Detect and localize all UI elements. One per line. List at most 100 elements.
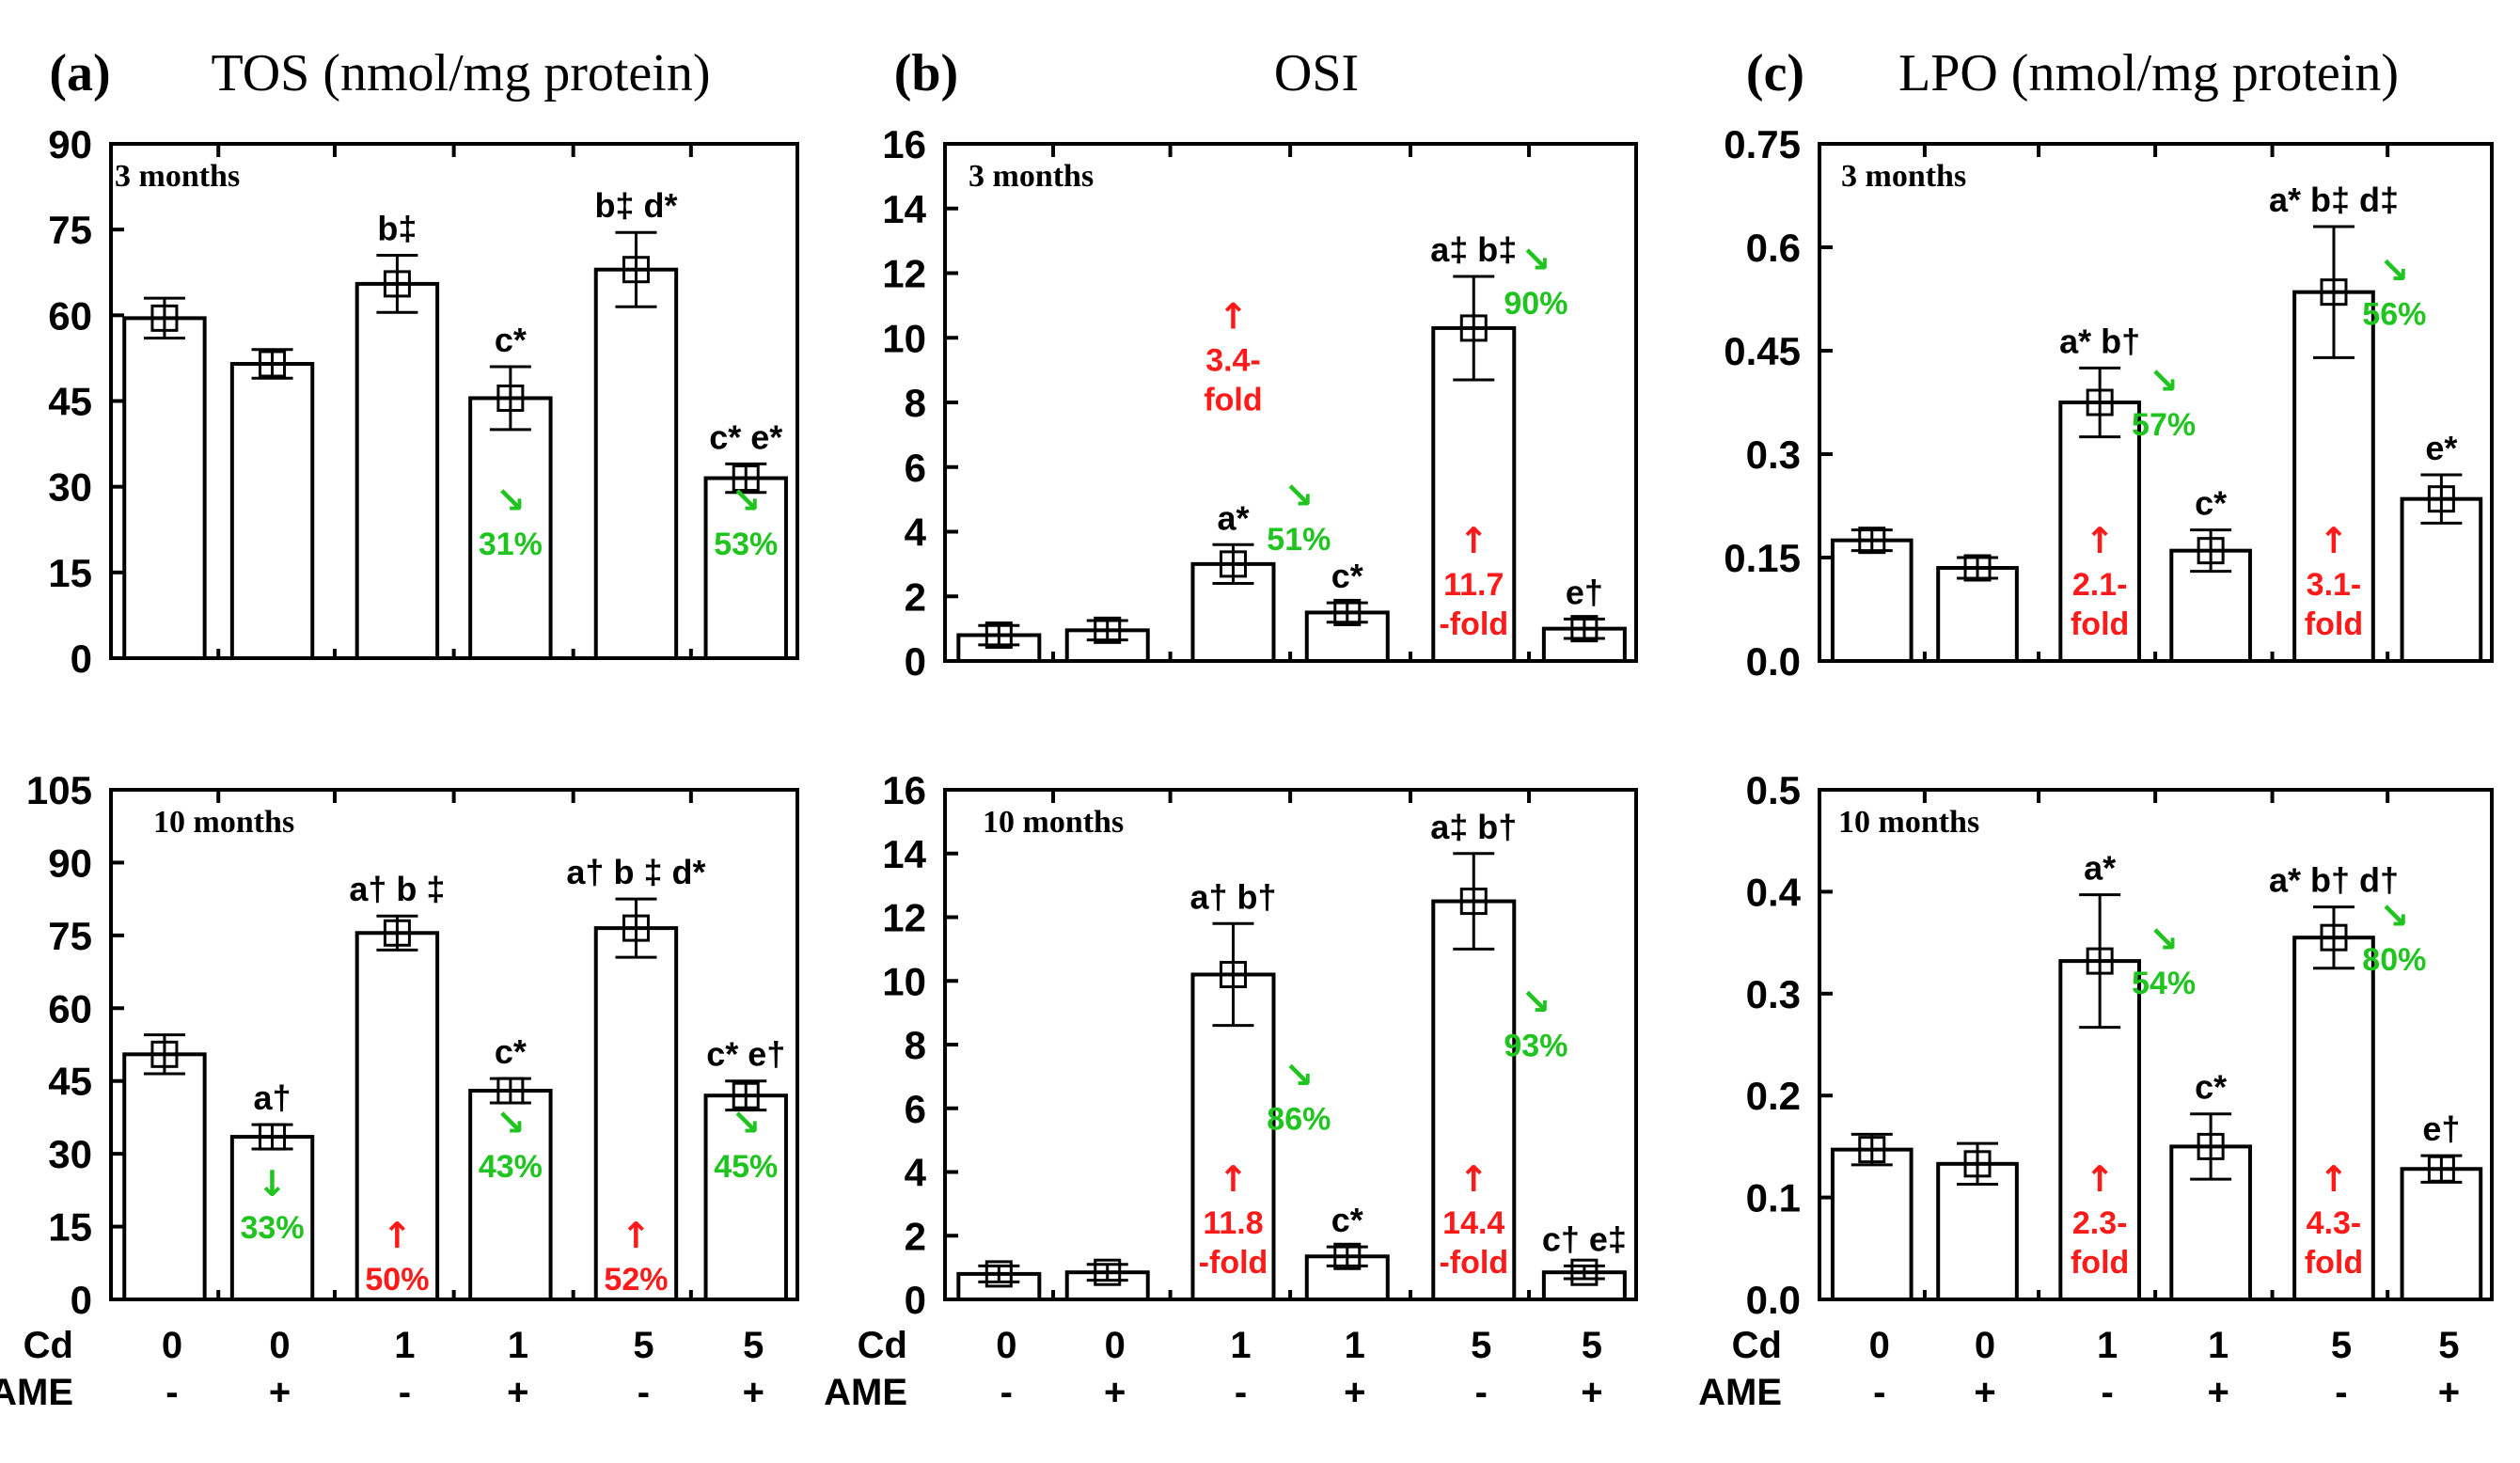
change-annotation: ↑ 11.8 -fold bbox=[1199, 1158, 1268, 1281]
bar bbox=[122, 316, 207, 660]
x-ame-value: + bbox=[2438, 1372, 2460, 1413]
panel-2: (b) OSI 0 2 4 6 8 10 12 14 16 3 months a* ↑ 3.4- fold c*… bbox=[882, 44, 1638, 684]
y-tick-label: 0.15 bbox=[1724, 536, 1801, 580]
sig-label: c* bbox=[1331, 557, 1363, 595]
change-text: 50% bbox=[365, 1262, 429, 1298]
arrow-down-icon: ↓ bbox=[258, 1163, 288, 1204]
change-annotation: ↘ 54% bbox=[2132, 919, 2196, 1001]
x-row-label-cd: Cd bbox=[858, 1325, 907, 1366]
x-ame-value: + bbox=[743, 1372, 764, 1413]
x-ame-value: + bbox=[2207, 1372, 2229, 1413]
x-cd-value: 1 bbox=[2097, 1325, 2118, 1366]
sig-label: a‡ b† bbox=[1430, 808, 1517, 846]
mean-marker bbox=[1094, 616, 1122, 644]
sig-label: c* e† bbox=[706, 1035, 785, 1074]
change-annotation: ↘ 80% bbox=[2362, 895, 2426, 978]
bar bbox=[122, 1052, 207, 1302]
change-annotation: ↑ 3.4- fold bbox=[1204, 295, 1262, 417]
sig-label: e* bbox=[2425, 429, 2457, 467]
arrow-down-icon: ↘ bbox=[2379, 250, 2409, 291]
sig-label: c* bbox=[495, 1032, 527, 1071]
y-tick-label: 0.6 bbox=[1746, 226, 1801, 270]
y-tick-label: 0.75 bbox=[1724, 122, 1801, 166]
y-tick-label: 12 bbox=[882, 252, 926, 296]
panel-title: LPO (nmol/mg protein) bbox=[1898, 44, 2399, 102]
x-ame-value: - bbox=[2335, 1372, 2347, 1413]
change-annotation: ↑ 3.1-fold bbox=[2305, 520, 2363, 642]
x-ame-value: + bbox=[269, 1372, 291, 1413]
y-tick-label: 8 bbox=[905, 381, 926, 425]
bar bbox=[1830, 538, 1914, 664]
panel-title: OSI bbox=[1274, 44, 1359, 102]
sig-label: c* e* bbox=[709, 417, 782, 456]
change-text: 93% bbox=[1504, 1029, 1567, 1064]
panel-letter: (a) bbox=[49, 44, 110, 102]
change-text: 31% bbox=[479, 527, 543, 562]
plot-frame bbox=[1818, 142, 2494, 663]
y-tick-label: 0 bbox=[905, 639, 926, 684]
arrow-down-icon: ↘ bbox=[1284, 1054, 1314, 1095]
mean-marker bbox=[2086, 947, 2114, 975]
x-cd-value: 1 bbox=[508, 1325, 528, 1366]
change-text: 57% bbox=[2132, 407, 2196, 443]
bar bbox=[1064, 628, 1150, 663]
bar bbox=[1190, 972, 1276, 1301]
x-ame-value: - bbox=[1000, 1372, 1013, 1413]
x-ame-value: - bbox=[2101, 1372, 2113, 1413]
x-cd-value: 5 bbox=[743, 1325, 764, 1366]
arrow-up-icon: ↑ bbox=[1458, 1158, 1488, 1200]
change-text: 51% bbox=[1267, 522, 1331, 558]
sig-label: b‡ bbox=[377, 210, 417, 248]
mean-marker bbox=[1333, 598, 1362, 626]
y-tick-label: 0.2 bbox=[1746, 1074, 1801, 1118]
change-text: -fold bbox=[1439, 606, 1508, 642]
y-tick-label: 0.45 bbox=[1724, 329, 1801, 373]
change-text: fold bbox=[1204, 382, 1262, 417]
change-text: 54% bbox=[2132, 966, 2196, 1001]
bar bbox=[593, 267, 679, 660]
bar bbox=[1936, 566, 2019, 663]
arrow-down-icon: ↘ bbox=[1521, 239, 1551, 280]
y-tick-label: 0.5 bbox=[1746, 768, 1801, 812]
change-annotation: ↘ 90% bbox=[1504, 239, 1567, 322]
x-ame-value: - bbox=[1475, 1372, 1488, 1413]
sig-label: e† bbox=[2422, 1109, 2460, 1148]
x-ame-value: - bbox=[165, 1372, 178, 1413]
panel-subtitle: 10 months bbox=[1838, 805, 1979, 840]
arrow-up-icon: ↑ bbox=[622, 1215, 652, 1256]
sig-label: a* b‡ d‡ bbox=[2269, 181, 2399, 219]
y-tick-label: 2 bbox=[905, 1214, 926, 1258]
mean-marker bbox=[1094, 1258, 1122, 1286]
y-tick-label: 90 bbox=[48, 841, 92, 885]
mean-marker bbox=[2320, 278, 2348, 307]
x-ame-value: + bbox=[1974, 1372, 1995, 1413]
change-annotation: ↘ 93% bbox=[1504, 982, 1567, 1064]
x-cd-value: 5 bbox=[2438, 1325, 2459, 1366]
panel-subtitle: 10 months bbox=[983, 805, 1124, 840]
change-text: 53% bbox=[714, 527, 778, 562]
change-text: 90% bbox=[1504, 286, 1567, 322]
change-annotation: ↑ 2.1-fold bbox=[2071, 520, 2129, 642]
sig-label: a† b† bbox=[1189, 877, 1276, 916]
bar bbox=[229, 361, 315, 660]
y-tick-label: 0.0 bbox=[1746, 1278, 1801, 1322]
mean-marker bbox=[2197, 537, 2225, 565]
y-tick-label: 105 bbox=[26, 768, 92, 812]
panel-letter: (b) bbox=[894, 44, 958, 102]
y-tick-label: 75 bbox=[48, 914, 92, 958]
change-annotation: ↘ 51% bbox=[1267, 475, 1331, 558]
sig-label: c* bbox=[2195, 484, 2227, 523]
change-text: 11.7 bbox=[1443, 567, 1504, 603]
y-tick-label: 16 bbox=[882, 122, 926, 166]
x-ame-value: - bbox=[1873, 1372, 1885, 1413]
change-text: 3.1- bbox=[2307, 567, 2362, 603]
sig-label: c* bbox=[495, 321, 527, 359]
sig-label: a† bbox=[254, 1078, 291, 1117]
x-ame-value: + bbox=[1104, 1372, 1126, 1413]
bar bbox=[468, 396, 553, 660]
bar bbox=[1431, 899, 1517, 1301]
change-annotation: ↘ 43% bbox=[479, 1102, 543, 1185]
x-row-label-ame: AME bbox=[0, 1372, 73, 1413]
arrow-down-icon: ↘ bbox=[496, 1102, 526, 1143]
sig-label: b‡ d* bbox=[594, 186, 677, 225]
